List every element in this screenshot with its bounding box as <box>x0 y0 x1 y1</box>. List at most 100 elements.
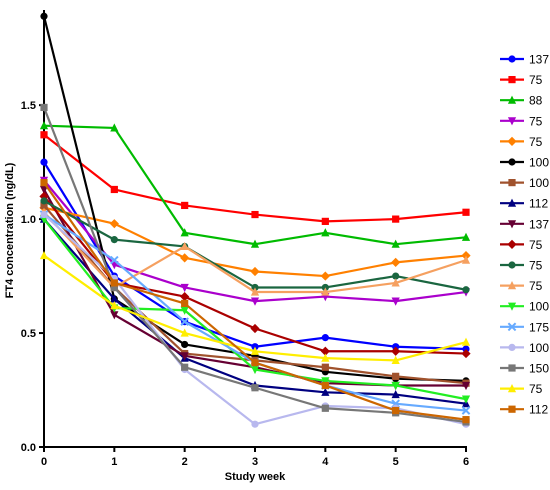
data-point <box>250 239 260 248</box>
x-tick-label: 5 <box>393 456 399 468</box>
data-point <box>321 363 329 371</box>
data-point <box>321 377 330 386</box>
legend-item: 150 <box>500 362 549 376</box>
data-point <box>461 381 471 391</box>
data-point <box>181 340 189 349</box>
data-point <box>321 404 329 412</box>
legend-label: 150 <box>529 362 549 376</box>
data-point <box>321 353 330 362</box>
data-point <box>391 381 400 391</box>
series-2 <box>40 131 470 225</box>
data-point <box>462 208 470 216</box>
legend-label: 75 <box>529 114 543 128</box>
legend-item: 112 <box>500 403 548 417</box>
data-point <box>250 365 260 375</box>
data-point <box>251 420 259 428</box>
legend-marker <box>508 179 516 187</box>
data-point <box>321 287 330 296</box>
legend-marker <box>507 302 517 311</box>
data-point <box>110 283 118 292</box>
legend-label: 112 <box>529 197 548 211</box>
data-point <box>110 185 118 194</box>
data-point <box>180 241 189 251</box>
legend-marker <box>507 136 517 146</box>
legend-label: 75 <box>529 382 543 396</box>
data-point <box>320 346 330 356</box>
data-point <box>391 389 400 399</box>
data-point <box>321 228 330 237</box>
legend-label: 75 <box>529 279 543 293</box>
data-point <box>392 272 400 280</box>
data-point <box>251 210 259 219</box>
data-point <box>321 334 329 342</box>
legend-item: 75 <box>500 73 543 87</box>
data-point <box>180 253 190 263</box>
legend-item: 137 <box>500 53 549 67</box>
legend-item: 100 <box>500 341 549 355</box>
y-tick-label: 0.0 <box>21 442 36 454</box>
data-point <box>40 210 48 219</box>
data-point <box>180 291 190 302</box>
data-point <box>250 287 260 296</box>
data-point <box>110 301 119 310</box>
data-point <box>180 228 189 237</box>
data-point <box>462 286 470 294</box>
legend-marker <box>507 281 517 290</box>
x-axis-ticks: 0 1 2 3 4 5 6 <box>41 447 469 468</box>
data-point <box>250 323 260 334</box>
data-point <box>110 123 119 132</box>
data-point <box>39 121 49 130</box>
legend: 137 75 88 75 75 100 100 112 137 75 75 75 100 175 100 15… <box>500 53 549 417</box>
data-point <box>181 363 189 371</box>
data-point <box>250 266 260 277</box>
legend-label: 100 <box>529 300 549 314</box>
data-point <box>40 197 48 205</box>
data-point <box>110 279 118 287</box>
x-tick-label: 4 <box>322 456 329 468</box>
data-point <box>461 348 471 359</box>
legend-item: 100 <box>500 300 549 314</box>
legend-marker <box>508 343 516 351</box>
legend-label: 175 <box>529 320 549 334</box>
legend-item: 137 <box>500 217 549 231</box>
data-point <box>251 384 259 392</box>
data-point <box>461 395 471 404</box>
legend-label: 100 <box>529 341 549 355</box>
legend-item: 75 <box>500 279 543 293</box>
legend-item: 175 <box>500 320 549 334</box>
legend-label: 100 <box>529 156 549 170</box>
data-point <box>461 232 471 241</box>
axes: 0 1 2 3 4 5 6 0.0 0.5 1.0 1.5 <box>21 10 469 468</box>
series-line <box>43 211 467 294</box>
series-17 <box>39 250 471 364</box>
data-point <box>250 297 260 306</box>
series-line <box>43 133 467 223</box>
data-point <box>110 311 119 320</box>
legend-label: 137 <box>529 217 549 231</box>
x-tick-label: 3 <box>252 456 258 468</box>
data-point <box>391 278 400 287</box>
legend-item: 112 <box>500 197 548 211</box>
data-point <box>180 317 189 326</box>
data-point <box>180 306 189 315</box>
y-axis-ticks: 0.0 0.5 1.0 1.5 <box>21 100 44 454</box>
data-point <box>180 328 189 337</box>
data-point <box>181 201 189 210</box>
legend-item: 75 <box>500 259 543 273</box>
legend-label: 137 <box>529 53 549 67</box>
legend-label: 88 <box>529 94 543 108</box>
y-tick-label: 1.0 <box>21 214 36 226</box>
legend-label: 75 <box>529 259 543 273</box>
data-point <box>461 406 471 415</box>
series-1 <box>40 158 470 353</box>
data-point <box>180 283 189 293</box>
data-point <box>180 352 189 361</box>
legend-marker <box>507 220 517 229</box>
legend-label: 112 <box>529 403 548 417</box>
data-point <box>110 255 119 265</box>
data-point <box>391 355 400 364</box>
data-point <box>250 346 260 355</box>
x-tick-label: 2 <box>182 456 188 468</box>
data-point <box>39 250 49 260</box>
